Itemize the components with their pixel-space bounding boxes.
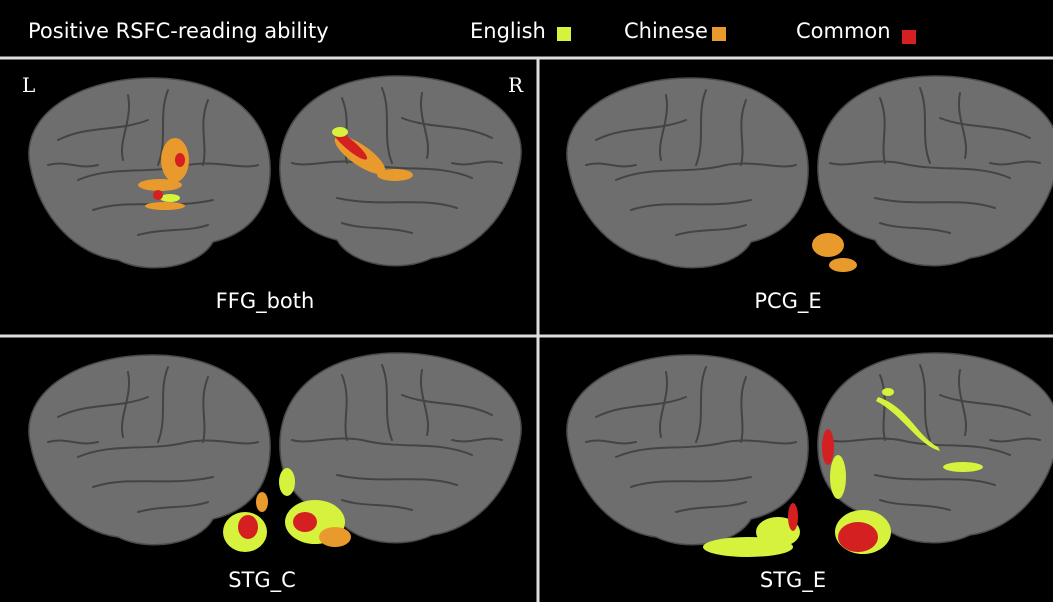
activation-blob	[332, 130, 368, 160]
panel: STG_E	[567, 353, 1053, 593]
hemisphere-label: L	[22, 73, 35, 97]
panel: STG_C	[29, 353, 521, 593]
legend-swatch	[902, 30, 916, 44]
activation-blobs	[703, 388, 983, 557]
activation-blobs	[223, 468, 351, 552]
panel-label: STG_C	[228, 568, 296, 593]
activation-blob	[943, 462, 983, 472]
legend-label: Chinese	[624, 19, 708, 43]
activation-blob	[256, 492, 268, 512]
activation-blob	[876, 397, 940, 451]
legend-label: Common	[796, 19, 891, 43]
activation-blob	[160, 194, 180, 202]
legend: English Chinese Common	[470, 19, 916, 44]
panel-label: FFG_both	[216, 289, 315, 314]
legend-swatch	[712, 27, 726, 41]
activation-blob	[332, 127, 348, 137]
panel: L R FFG_both	[22, 73, 524, 314]
activation-blob	[138, 179, 182, 191]
panel: PCG_E	[567, 76, 1053, 314]
activation-blobs	[138, 127, 413, 210]
activation-blob	[822, 429, 834, 465]
activation-blobs	[812, 233, 857, 272]
legend-swatch	[557, 27, 571, 41]
activation-blob	[838, 522, 878, 552]
panel-label: STG_E	[760, 568, 826, 593]
activation-blob	[812, 233, 844, 257]
activation-blob	[293, 512, 317, 532]
legend-label: English	[470, 19, 546, 43]
activation-blob	[830, 455, 846, 499]
activation-blob	[319, 527, 351, 547]
activation-blob	[788, 503, 798, 531]
activation-blob	[145, 202, 185, 210]
activation-blob	[377, 169, 413, 181]
activation-blob	[829, 258, 857, 272]
activation-blob	[882, 388, 894, 396]
panel-dividers	[0, 56, 1053, 602]
activation-blob	[279, 468, 295, 496]
activation-blob	[153, 190, 163, 200]
title: Positive RSFC-reading ability	[28, 19, 329, 43]
hemisphere-label: R	[508, 73, 524, 97]
activation-blob	[175, 153, 185, 167]
activation-blob	[238, 515, 258, 539]
panel-label: PCG_E	[754, 289, 821, 314]
